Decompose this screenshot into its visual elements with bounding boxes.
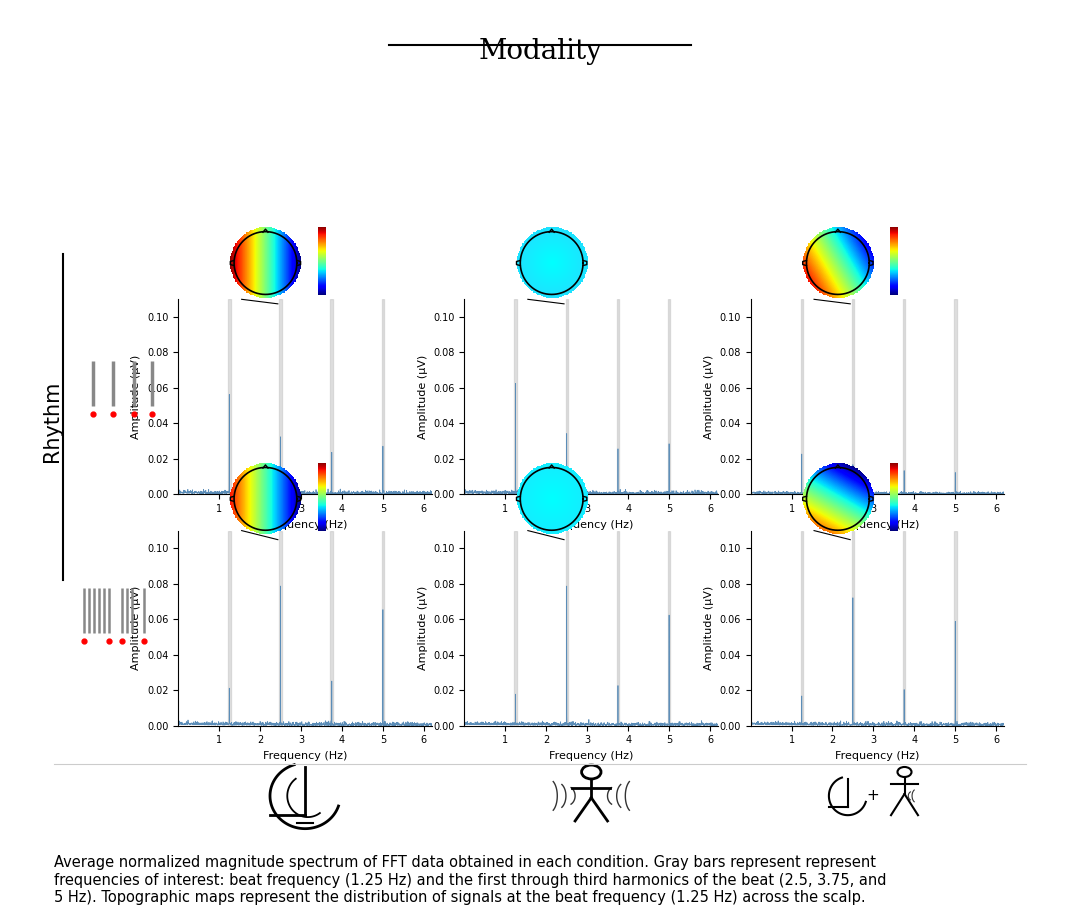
Text: Modality: Modality	[478, 38, 602, 65]
Text: +: +	[867, 788, 879, 804]
X-axis label: Frequency (Hz): Frequency (Hz)	[835, 520, 920, 530]
Bar	[667, 531, 671, 726]
Y-axis label: Amplitude (μV): Amplitude (μV)	[704, 586, 714, 670]
Bar	[617, 531, 619, 726]
Bar	[954, 299, 957, 494]
Bar	[852, 531, 854, 726]
Bar	[280, 531, 282, 726]
Bar	[514, 299, 517, 494]
Bar	[381, 531, 384, 726]
X-axis label: Frequency (Hz): Frequency (Hz)	[549, 520, 634, 530]
Bar	[514, 531, 517, 726]
Bar	[667, 299, 671, 494]
X-axis label: Frequency (Hz): Frequency (Hz)	[835, 751, 920, 761]
Y-axis label: Amplitude (μV): Amplitude (μV)	[132, 586, 141, 670]
Bar	[566, 299, 568, 494]
Bar	[852, 299, 854, 494]
Bar	[903, 299, 905, 494]
Y-axis label: Amplitude (μV): Amplitude (μV)	[132, 355, 141, 439]
Y-axis label: Amplitude (μV): Amplitude (μV)	[704, 355, 714, 439]
Text: Rhythm: Rhythm	[42, 381, 62, 463]
Bar	[903, 531, 905, 726]
Bar	[228, 531, 231, 726]
X-axis label: Frequency (Hz): Frequency (Hz)	[549, 751, 634, 761]
Bar	[280, 299, 282, 494]
Bar	[800, 299, 804, 494]
X-axis label: Frequency (Hz): Frequency (Hz)	[262, 751, 348, 761]
Bar	[954, 531, 957, 726]
Bar	[800, 531, 804, 726]
Bar	[330, 299, 333, 494]
Bar	[381, 299, 384, 494]
Bar	[330, 531, 333, 726]
Bar	[566, 531, 568, 726]
Y-axis label: Amplitude (μV): Amplitude (μV)	[418, 586, 428, 670]
Bar	[617, 299, 619, 494]
Text: Average normalized magnitude spectrum of FFT data obtained in each condition. Gr: Average normalized magnitude spectrum of…	[54, 855, 887, 905]
X-axis label: Frequency (Hz): Frequency (Hz)	[262, 520, 348, 530]
Bar	[228, 299, 231, 494]
Y-axis label: Amplitude (μV): Amplitude (μV)	[418, 355, 428, 439]
